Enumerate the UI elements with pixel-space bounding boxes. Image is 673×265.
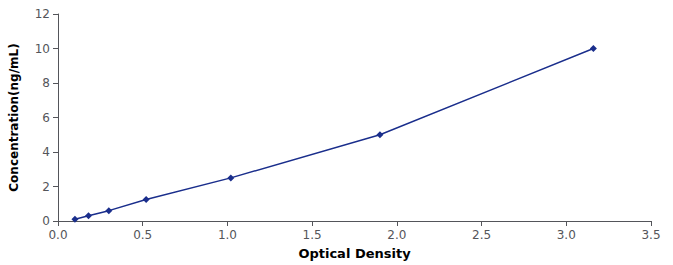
svg-text:0.0: 0.0 bbox=[48, 228, 67, 242]
svg-text:Concentration(ng/mL): Concentration(ng/mL) bbox=[7, 43, 21, 191]
svg-text:12: 12 bbox=[35, 7, 50, 21]
svg-text:4: 4 bbox=[42, 145, 50, 159]
svg-text:3.5: 3.5 bbox=[641, 228, 660, 242]
svg-text:2.5: 2.5 bbox=[472, 228, 491, 242]
svg-text:1.5: 1.5 bbox=[303, 228, 322, 242]
svg-text:0.5: 0.5 bbox=[133, 228, 152, 242]
svg-text:3.0: 3.0 bbox=[557, 228, 576, 242]
svg-text:Optical Density: Optical Density bbox=[298, 246, 411, 261]
svg-text:10: 10 bbox=[35, 42, 50, 56]
svg-text:8: 8 bbox=[42, 76, 50, 90]
svg-text:2: 2 bbox=[42, 180, 50, 194]
svg-text:6: 6 bbox=[42, 111, 50, 125]
svg-text:2.0: 2.0 bbox=[387, 228, 406, 242]
svg-text:1.0: 1.0 bbox=[218, 228, 237, 242]
svg-text:0: 0 bbox=[42, 214, 50, 228]
